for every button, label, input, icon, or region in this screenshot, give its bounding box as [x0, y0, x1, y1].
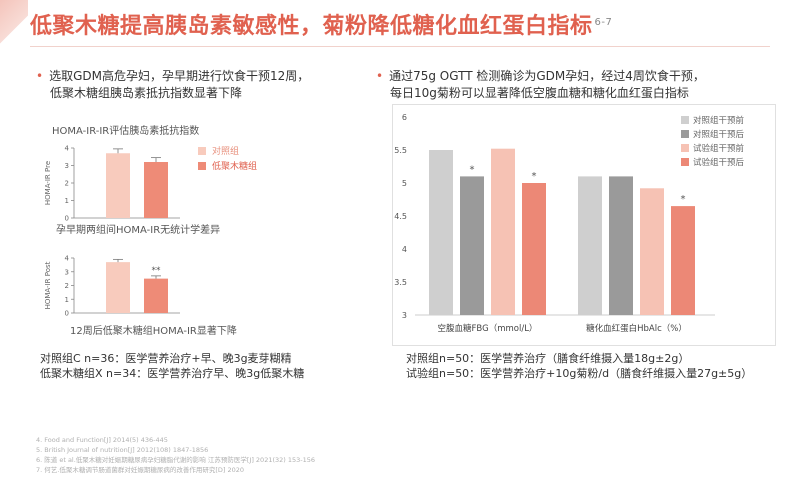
significance-mark: * — [681, 194, 686, 205]
x-category-label: 糖化血红蛋白HbAlc（%） — [586, 323, 687, 334]
bar — [106, 153, 130, 218]
y-tick-label: 0 — [65, 310, 69, 318]
y-tick-label: 3 — [65, 268, 69, 276]
caption-pre: 孕早期两组间HOMA-IR无统计学差异 — [56, 225, 221, 236]
y-tick-label: 4 — [402, 245, 407, 254]
y-tick-label: 1 — [65, 296, 69, 304]
y-tick-label: 5 — [402, 179, 407, 188]
bar — [106, 262, 130, 313]
right-bullet-line2: 每日10g菊粉可以显著降低空腹血糖和糖化血红蛋白指标 — [390, 86, 689, 100]
bar — [522, 183, 546, 315]
legend-label: 对照组干预后 — [693, 129, 745, 140]
legend-swatch — [681, 130, 689, 138]
slide-title: 低聚木糖提高胰岛素敏感性，菊粉降低糖化血红蛋白指标 6-7 — [30, 14, 613, 39]
bullet-dot-icon: • — [376, 69, 384, 83]
bar — [491, 148, 515, 315]
right-bullet-line1: 通过75g OGTT 检测确诊为GDM孕妇，经过4周饮食干预， — [389, 69, 705, 83]
bar — [144, 162, 168, 218]
legend-swatch — [681, 144, 689, 152]
bar — [640, 188, 664, 315]
bar — [460, 176, 484, 315]
left-bullet: • 选取GDM高危孕妇，孕早期进行饮食干预12周， 低聚木糖组胰岛素抵抗指数显著下… — [36, 68, 309, 102]
glucose-hba1c-chart: 3 3.5 4 4.5 5 5.5 6 * * * 空腹血糖FBG（mmol/L） 糖化血红蛋白HbA… — [394, 113, 745, 334]
y-tick-label: 3 — [65, 162, 69, 170]
title-reference: 6-7 — [594, 16, 613, 28]
footnote-4: 4. Food and Function[J] 2014(5) 436-445 — [36, 436, 168, 444]
x-category-label: 空腹血糖FBG（mmol/L） — [438, 323, 538, 334]
legend-label: 低聚木糖组 — [212, 160, 257, 172]
legend-label: 对照组 — [212, 145, 239, 157]
y-tick-label: 0 — [65, 215, 69, 223]
bullet-dot-icon: • — [36, 69, 44, 83]
y-tick-label: 5.5 — [394, 146, 407, 155]
bar — [144, 278, 168, 313]
homa-post-chart: HOMA-IR Post 0 1 2 3 4 ** — [44, 255, 180, 318]
right-bullet: • 通过75g OGTT 检测确诊为GDM孕妇，经过4周饮食干预， 每日10g菊粉… — [376, 68, 705, 102]
left-bullet-line2: 低聚木糖组胰岛素抵抗指数显著下降 — [50, 86, 243, 100]
right-note-control: 对照组n=50：医学营养治疗（膳食纤维摄入量18g±2g） — [406, 352, 690, 365]
title-divider — [30, 46, 770, 47]
footnote-6: 6. 陈道 et al.低聚木糖对妊娠期糖尿病孕妇糖脂代谢的影响 江苏预防医学[… — [36, 456, 316, 464]
significance-mark: * — [532, 171, 537, 182]
legend-label: 试验组干预后 — [693, 157, 745, 168]
left-chart-heading: HOMA-IR-IR评估胰岛素抵抗指数 — [52, 126, 200, 137]
y-tick-label: 1 — [65, 197, 69, 205]
y-tick-label: 3.5 — [394, 278, 407, 287]
significance-mark: ** — [152, 266, 162, 276]
right-note-trial: 试验组n=50：医学营养治疗+10g菊粉/d（膳食纤维摄入量27g±5g） — [406, 367, 753, 380]
y-tick-label: 4 — [65, 145, 70, 153]
bar — [671, 206, 695, 315]
legend-swatch — [198, 162, 206, 170]
bar — [429, 150, 453, 315]
legend-swatch — [681, 158, 689, 166]
significance-mark: * — [470, 164, 475, 175]
caption-post: 12周后低聚木糖组HOMA-IR显著下降 — [70, 326, 237, 337]
y-tick-label: 2 — [65, 180, 69, 188]
legend-swatch — [681, 116, 689, 124]
left-bullet-line1: 选取GDM高危孕妇，孕早期进行饮食干预12周， — [49, 69, 310, 83]
right-chart-frame: 3 3.5 4 4.5 5 5.5 6 * * * 空腹血糖FBG（mmol/L） 糖化血红蛋白HbA… — [392, 104, 776, 346]
y-axis-label: HOMA-IR Post — [44, 261, 52, 309]
legend-swatch — [198, 147, 206, 155]
legend-label: 试验组干预前 — [693, 143, 745, 154]
y-tick-label: 3 — [402, 311, 407, 320]
left-note-control: 对照组C n=36：医学营养治疗+早、晚3g麦芽糊精 — [40, 352, 292, 365]
left-note-trial: 低聚木糖组X n=34：医学营养治疗早、晚3g低聚木糖 — [40, 367, 305, 380]
y-axis-label: HOMA-IR Pre — [44, 161, 52, 205]
y-tick-label: 4 — [65, 255, 70, 263]
footnote-5: 5. British Journal of nutrition[J] 2012(… — [36, 446, 209, 454]
y-tick-label: 6 — [402, 113, 407, 122]
bar — [578, 176, 602, 315]
y-tick-label: 4.5 — [394, 212, 407, 221]
corner-decoration — [0, 0, 28, 44]
y-tick-label: 2 — [65, 282, 69, 290]
legend-label: 对照组干预前 — [693, 115, 745, 126]
bar — [609, 176, 633, 315]
footnote-7: 7. 何艺.低聚木糖调节肠道菌群对妊娠期糖尿病的改善作用研究[D] 2020 — [36, 466, 245, 474]
